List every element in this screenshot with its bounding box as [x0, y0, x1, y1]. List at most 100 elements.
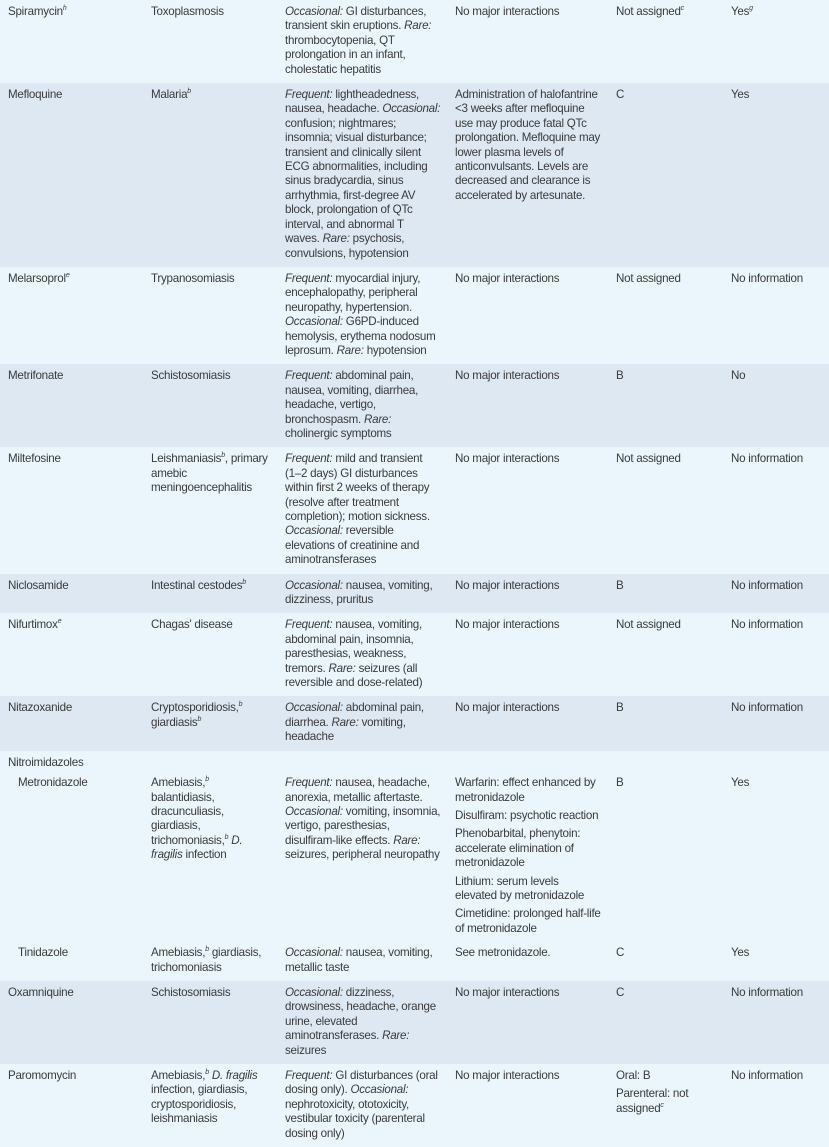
- cell-paragraph: Oral: B: [616, 1069, 717, 1083]
- italic-label: Occasional:: [285, 946, 343, 960]
- italic-label: Occasional:: [285, 315, 343, 329]
- cell-interactions: No major interactions: [447, 980, 608, 1064]
- cell-pregnancy: B: [608, 772, 723, 943]
- cell-pregnancy: Oral: B Parenteral: not assignedc: [608, 1064, 723, 1147]
- cell-interactions: No major interactions: [447, 613, 608, 697]
- text-segment: Amebiasis,: [151, 1069, 206, 1082]
- text-segment: Leishmaniasis: [151, 452, 222, 466]
- cell-pregnancy: [608, 750, 723, 773]
- cell-adverse: Occasional: abdominal pain, diarrhea. Ra…: [277, 696, 447, 751]
- italic-label: Frequent:: [285, 369, 333, 383]
- cell-paragraph: Cryptosporidiosis,b giardiasisb: [151, 701, 271, 730]
- text-segment: No major interactions: [455, 1069, 560, 1082]
- text-segment: Amebiasis,: [151, 946, 206, 960]
- text-segment: C: [616, 985, 625, 999]
- footnote-marker: b: [238, 701, 243, 709]
- cell-paragraph: No information: [731, 452, 823, 466]
- cell-paragraph: Frequent: abdominal pain, nausea, vomiti…: [285, 369, 441, 441]
- italic-label: Frequent:: [285, 452, 333, 466]
- text-segment: Not assigned: [616, 271, 681, 285]
- text-segment: Mefloquine: [8, 88, 63, 102]
- cell-breastfeeding: No information: [723, 573, 829, 614]
- text-segment: seizures, peripheral neuropathy: [285, 848, 440, 862]
- table-row: Niclosamide Intestinal cestodesb Occasiona…: [0, 573, 829, 614]
- footnote-marker: c: [680, 5, 685, 12]
- cell-paragraph: Disulfiram: psychotic reaction: [455, 809, 602, 823]
- cell-adverse: [277, 750, 447, 773]
- text-segment: Nitazoxanide: [8, 701, 73, 715]
- cell-pregnancy: B: [608, 573, 723, 614]
- text-segment: abdominal pain, nausea, vomiting, diarrh…: [285, 369, 419, 426]
- text-segment: G6PD-induced hemolysis, erythema nodosum…: [285, 315, 436, 357]
- cell-pregnancy: B: [608, 696, 723, 751]
- cell-name: Melarsoprole: [0, 266, 143, 365]
- cell-paragraph: Chagas' disease: [151, 618, 271, 632]
- cell-paragraph: Cimetidine: prolonged half-life of metro…: [455, 907, 602, 936]
- text-segment: Niclosamide: [8, 578, 69, 592]
- text-segment: infection: [182, 848, 227, 862]
- table-row: Nitroimidazoles: [0, 750, 829, 773]
- cell-paragraph: See metronidazole.: [455, 946, 602, 960]
- italic-label: Rare:: [404, 19, 432, 33]
- cell-pregnancy: C: [608, 942, 723, 981]
- text-segment: No information: [731, 578, 803, 592]
- cell-adverse: Occasional: dizziness, drowsiness, heada…: [277, 980, 447, 1064]
- cell-adverse: Frequent: myocardial injury, encephalopa…: [277, 266, 447, 365]
- cell-paragraph: Frequent: GI disturbances (oral dosing o…: [285, 1069, 441, 1141]
- text-segment: C: [616, 88, 625, 102]
- cell-interactions: See metronidazole.: [447, 942, 608, 981]
- cell-paragraph: B: [616, 369, 717, 383]
- cell-indication: Chagas' disease: [143, 613, 277, 697]
- italic-label: Rare:: [393, 833, 421, 847]
- text-segment: Metronidazole: [18, 776, 88, 790]
- text-segment: No major interactions: [455, 5, 560, 18]
- text-segment: No information: [731, 271, 803, 285]
- cell-paragraph: No major interactions: [455, 1069, 602, 1083]
- text-segment: cholinergic symptoms: [285, 426, 392, 440]
- cell-indication: Schistosomiasis: [143, 364, 277, 448]
- text-segment: Paromomycin: [8, 1069, 77, 1082]
- text-segment: Disulfiram: psychotic reaction: [455, 808, 599, 822]
- footnote-marker: b: [187, 88, 191, 96]
- cell-interactions: No major interactions: [447, 266, 608, 365]
- cell-paragraph: No major interactions: [455, 618, 602, 632]
- cell-pregnancy: Not assignedc: [608, 0, 723, 84]
- footnote-marker: e: [65, 271, 70, 279]
- cell-paragraph: Trypanosomiasis: [151, 272, 271, 286]
- text-segment: Intestinal cestodes: [151, 578, 243, 592]
- text-segment: C: [616, 946, 625, 960]
- text-segment: Trypanosomiasis: [151, 271, 235, 285]
- text-segment: Nifurtimox: [8, 618, 58, 632]
- cell-paragraph: No information: [731, 272, 823, 286]
- cell-indication: Leishmaniasisb, primary amebic meningoen…: [143, 447, 277, 574]
- text-segment: Toxoplasmosis: [151, 5, 224, 18]
- text-segment: Malaria: [151, 88, 188, 102]
- text-segment: Yes: [731, 5, 750, 18]
- text-segment: , primary amebic meningoencephalitis: [151, 452, 268, 495]
- text-segment: Yes: [731, 88, 750, 102]
- footnote-marker: b: [221, 452, 225, 460]
- cell-paragraph: No information: [731, 1069, 823, 1083]
- text-segment: No information: [731, 452, 803, 466]
- table-row: Metrifonate Schistosomiasis Frequent: abdo…: [0, 364, 829, 448]
- cell-breastfeeding: No: [723, 364, 829, 448]
- text-segment: Parenteral: not assigned: [616, 1087, 689, 1115]
- text-segment: seizures (all reversible and dose-relate…: [285, 661, 423, 690]
- cell-adverse: Frequent: nausea, headache, anorexia, me…: [277, 772, 447, 943]
- text-segment: Not assigned: [616, 618, 681, 632]
- cell-paragraph: Lithium: serum levels elevated by metron…: [455, 875, 602, 904]
- footnote-marker: b: [197, 715, 202, 723]
- text-segment: vomiting, headache: [285, 715, 406, 744]
- cell-breastfeeding: No information: [723, 266, 829, 365]
- text-segment: No information: [731, 985, 803, 999]
- italic-label: Frequent:: [285, 776, 333, 790]
- cell-paragraph: Occasional: nausea, vomiting, dizziness,…: [285, 579, 441, 608]
- cell-breastfeeding: Yes: [723, 942, 829, 981]
- cell-name: Spiramycinh: [0, 0, 143, 84]
- text-segment: No major interactions: [455, 271, 560, 285]
- table-row: Tinidazole Amebiasis,b giardiasis, tricho…: [0, 942, 829, 981]
- italic-label: Occasional:: [285, 985, 343, 999]
- cell-paragraph: No information: [731, 701, 823, 715]
- cell-paragraph: No information: [731, 986, 823, 1000]
- text-segment: Metrifonate: [8, 369, 64, 383]
